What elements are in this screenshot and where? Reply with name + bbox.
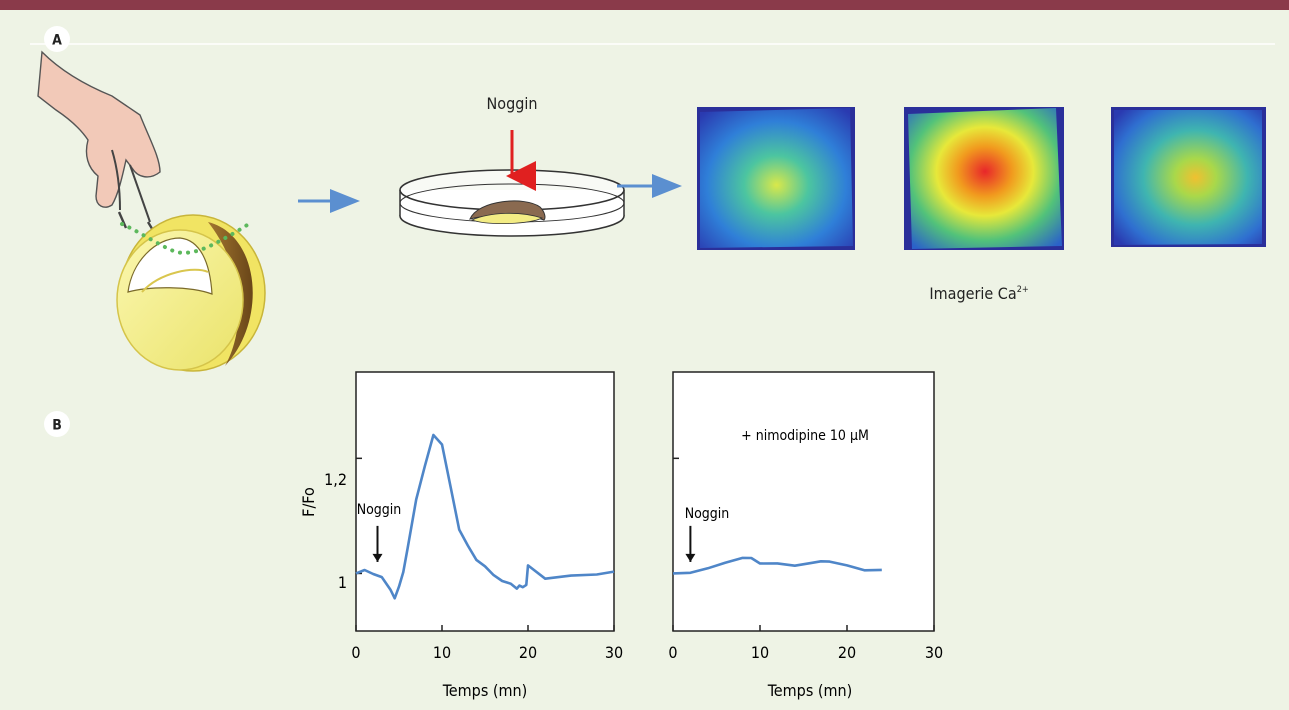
ca-image-peak (904, 107, 1064, 250)
chart-control-xlabel: Temps (mn) (442, 681, 528, 700)
chart-nimodipine-annotation-label: Noggin (685, 506, 730, 522)
dotted-cut-line (120, 220, 254, 255)
noggin-arrow-head (372, 553, 383, 562)
chart-nimodipine-xlabel: Temps (mn) (767, 681, 853, 700)
x-tick-label-30: 30 (925, 643, 943, 662)
chart-nimodipine-inset-text: + nimodipine 10 µM (741, 428, 869, 444)
egg-illustration (116, 214, 266, 372)
trace-series-0 (355, 433, 615, 600)
panel-b-badge: B (44, 411, 70, 437)
ca-image-before (697, 107, 855, 250)
chart-control-ylabel: F/Fo (299, 487, 318, 517)
imaging-caption-main: Imagerie Ca (929, 284, 1016, 303)
chart-control: 1,2 1 F/Fo Temps (mn) Noggin 0 10 20 30 (299, 371, 623, 700)
ca-image-after (1111, 107, 1266, 247)
hand-icon (37, 50, 161, 208)
x-tick-label-10: 10 (751, 643, 769, 662)
x-tick-label-0: 0 (668, 643, 677, 662)
x-tick-label-20: 20 (519, 643, 537, 662)
chart-control-annotation-label: Noggin (357, 502, 402, 518)
panel-b-label: B (52, 418, 62, 434)
imaging-caption-superscript: 2+ (1017, 285, 1029, 295)
scissors-icon (111, 149, 151, 223)
imaging-caption: Imagerie Ca2+ (929, 284, 1028, 303)
dish-treatment-label: Noggin (487, 94, 538, 113)
panel-a-label: A (52, 33, 62, 49)
chart-control-ytick-label-1: 1,2 (324, 470, 347, 489)
x-tick-label-20: 20 (838, 643, 856, 662)
x-tick-label-0: 0 (351, 643, 360, 662)
chart-control-ytick-label-0: 1 (338, 573, 347, 592)
chart-nimodipine-frame (672, 371, 935, 632)
trace-series-0 (672, 556, 882, 575)
x-tick-label-30: 30 (605, 643, 623, 662)
chart-nimodipine: + nimodipine 10 µM Temps (mn) Noggin 0 10… (668, 371, 943, 700)
hand-scissors-illustration (37, 50, 161, 233)
noggin-arrow-head (685, 553, 696, 562)
top-rule (0, 0, 1289, 10)
petri-dish (399, 169, 625, 237)
panel-a-badge: A (44, 26, 70, 52)
x-tick-label-10: 10 (433, 643, 451, 662)
